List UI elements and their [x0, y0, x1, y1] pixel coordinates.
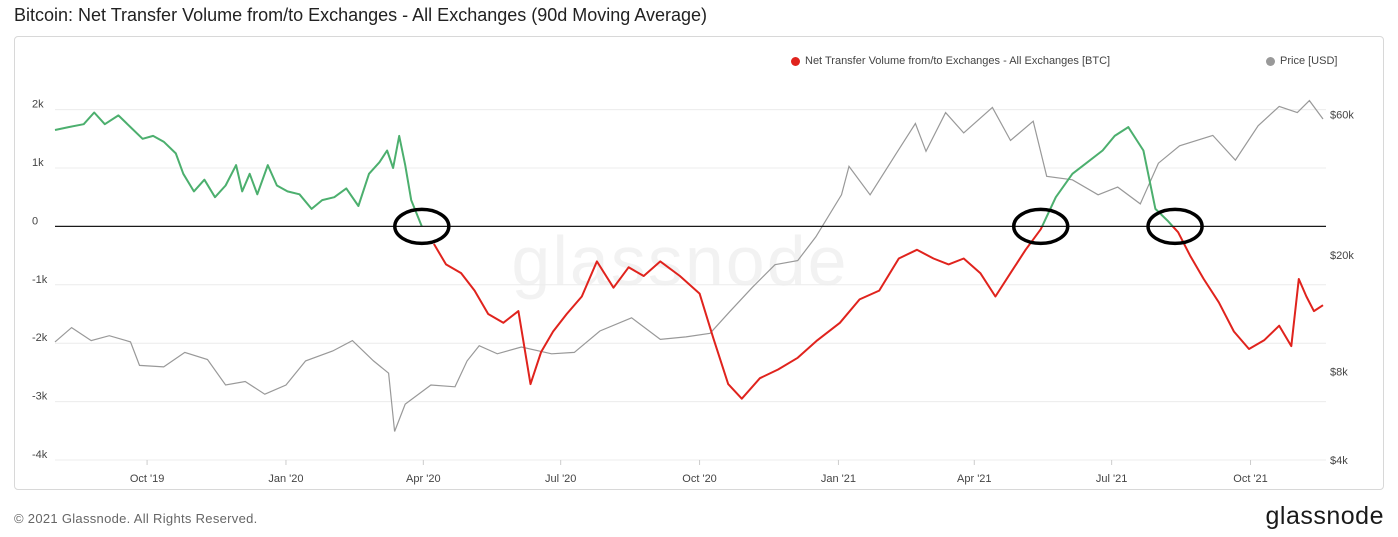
x-tick-label: Oct '19 — [130, 473, 165, 485]
x-tick-label: Apr '20 — [406, 473, 441, 485]
y-left-tick-label: -2k — [32, 332, 48, 344]
copyright: © 2021 Glassnode. All Rights Reserved. — [14, 511, 258, 526]
x-tick-label: Jul '21 — [1096, 473, 1127, 485]
y-left-tick-label: -4k — [32, 449, 48, 461]
annotation-circle — [393, 207, 451, 246]
x-tick-label: Oct '21 — [1233, 473, 1268, 485]
y-axis-left: 2k 1k 0 -1k -2k -3k -4k — [32, 99, 48, 461]
x-tick-label: Jul '20 — [545, 473, 576, 485]
legend-net-transfer[interactable]: Net Transfer Volume from/to Exchanges - … — [791, 55, 1110, 67]
y-right-tick-label: $4k — [1330, 455, 1348, 467]
legend-price-label: Price [USD] — [1280, 55, 1338, 67]
chart-frame — [14, 36, 1384, 490]
net-transfer-negative-segment — [1172, 225, 1324, 350]
y-axis-right: $60k $20k $8k $4k — [1330, 110, 1354, 467]
y-right-tick-label: $8k — [1330, 367, 1348, 379]
y-left-tick-label: -3k — [32, 391, 48, 403]
y-left-tick-label: 0 — [32, 215, 38, 227]
x-tick-label: Jan '20 — [268, 473, 303, 485]
net-transfer-positive-segment — [1041, 126, 1174, 228]
y-right-tick-label: $60k — [1330, 110, 1354, 122]
x-tick-label: Apr '21 — [957, 473, 992, 485]
chart-title: Bitcoin: Net Transfer Volume from/to Exc… — [14, 5, 708, 25]
annotations — [393, 207, 1204, 246]
y-left-tick-label: 2k — [32, 99, 44, 111]
watermark: glassnode — [511, 222, 848, 300]
brand-logo: glassnode — [1265, 502, 1384, 530]
x-axis: Oct '19 Jan '20 Apr '20 Jul '20 Oct '20 Jan '… — [130, 460, 1268, 485]
legend-price-dot — [1266, 56, 1275, 66]
y-left-tick-label: 1k — [32, 157, 44, 169]
price-series — [54, 99, 1324, 432]
net-transfer-negative-segment — [433, 225, 1044, 400]
y-left-tick-label: -1k — [32, 274, 48, 286]
net-transfer-positive-segment — [54, 111, 423, 227]
y-right-tick-label: $20k — [1330, 250, 1354, 262]
legend-price[interactable]: Price [USD] — [1266, 55, 1337, 67]
legend-net-transfer-dot — [791, 56, 800, 66]
x-tick-label: Oct '20 — [682, 473, 717, 485]
price-line — [54, 99, 1324, 432]
legend-net-transfer-label: Net Transfer Volume from/to Exchanges - … — [805, 55, 1111, 67]
annotation-circle — [1011, 207, 1070, 246]
x-tick-label: Jan '21 — [821, 473, 856, 485]
annotation-circle — [1146, 207, 1204, 246]
